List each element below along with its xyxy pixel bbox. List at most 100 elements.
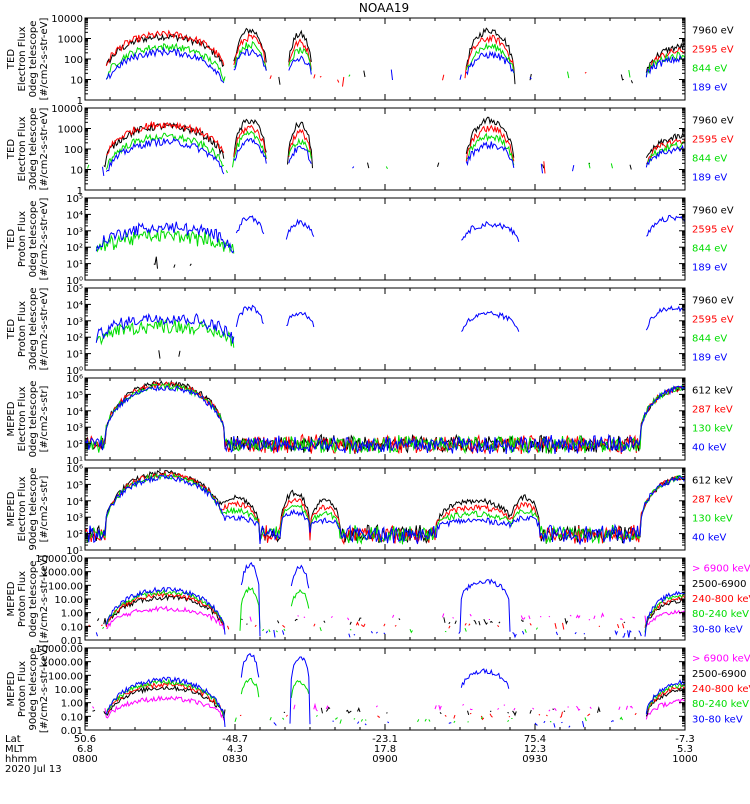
y-axis-label: [#/cm2-s-str-keV]	[39, 645, 50, 733]
series-meped-electron-0deg-3	[84, 384, 686, 455]
panel-ted-proton-30deg: 10⁰ 10¹ 10² 10³ 10⁴ 10⁵ TED Proton Flux 30deg te…	[6, 284, 734, 377]
panel-meped-electron-0deg: 10¹ 10² 10³ 10⁴ 10⁵ 10⁶ MEPED Electron Flux 0deg…	[6, 374, 733, 467]
y-tick-label: 10⁴	[66, 407, 83, 418]
panel-meped-electron-90deg: 10¹ 10² 10³ 10⁴ 10⁵ 10⁶ MEPED Electron Flux 90de…	[6, 464, 733, 557]
legend-entry: 189 eV	[692, 83, 727, 94]
y-axis-label: MEPED	[6, 401, 17, 436]
y-tick-label: 10¹	[66, 546, 83, 557]
legend-entry: 189 eV	[692, 353, 727, 364]
y-tick-label: 10⁶	[66, 374, 83, 385]
y-tick-label: 10²	[66, 530, 83, 541]
y-tick-label: 0.10	[61, 622, 83, 633]
y-tick-label: 10.00	[54, 595, 83, 606]
y-tick-label: 10	[70, 166, 83, 177]
legend-entry: 2595 eV	[692, 225, 734, 236]
y-axis-label: TED	[6, 49, 17, 70]
series-meped-proton-0deg-4	[95, 561, 686, 639]
panel-ted-electron-30deg: 1 10 100 1000 10000 TED Electron Flux 30deg tel…	[6, 104, 734, 197]
time-axis-hhmm: 1000	[672, 754, 697, 765]
panel-meped-proton-90deg: 0.01 0.10 1.00 10.00 100.00 1000.00 10000.00 ME…	[6, 644, 750, 737]
y-tick-label: 1.00	[61, 699, 83, 710]
y-axis-label: Electron Flux	[17, 386, 28, 451]
series-meped-proton-90deg-0	[92, 695, 686, 721]
y-axis-label: TED	[6, 229, 17, 250]
y-tick-label: 10⁵	[66, 194, 83, 205]
legend-entry: 2595 eV	[692, 45, 734, 56]
y-axis-label: 0deg telescope	[28, 21, 39, 98]
legend-entry: 287 keV	[692, 495, 733, 506]
y-tick-label: 10.00	[54, 685, 83, 696]
y-tick-label: 10³	[66, 227, 83, 238]
y-tick-label: 100	[64, 55, 83, 66]
y-tick-label: 10³	[66, 317, 83, 328]
legend-entry: 40 keV	[692, 443, 726, 454]
legend-entry: 7960 eV	[692, 206, 734, 217]
y-axis-label: Electron Flux	[17, 26, 28, 91]
time-axis-lat: -7.3	[675, 734, 695, 745]
time-axis-row-label: MLT	[5, 744, 25, 755]
series-meped-proton-90deg-4	[105, 652, 686, 728]
legend-entry: 240-800 keV	[692, 684, 750, 695]
y-tick-label: 10000	[51, 104, 83, 115]
legend-entry: > 6900 keV	[692, 654, 750, 665]
series-ted-electron-30deg-3	[102, 137, 686, 176]
legend-entry: 7960 eV	[692, 26, 734, 37]
series-meped-proton-0deg-0	[106, 605, 686, 630]
series-ted-electron-0deg-2	[106, 41, 686, 83]
time-axis-mlt: 4.3	[227, 744, 243, 755]
panel-frame	[84, 197, 686, 281]
y-tick-label: 1000	[58, 35, 83, 46]
legend-entry: 30-80 keV	[692, 624, 743, 635]
y-axis-label: Proton Flux	[17, 661, 28, 717]
series-ted-proton-0deg-0	[154, 257, 194, 269]
time-axis-date: 2020 Jul 13	[5, 764, 62, 775]
legend-entry: 80-240 keV	[692, 699, 749, 710]
y-tick-label: 0.01	[61, 726, 83, 737]
series-meped-proton-0deg-1	[97, 594, 686, 627]
y-tick-label: 10⁴	[66, 497, 83, 508]
panel-frame	[84, 17, 686, 101]
y-axis-label: MEPED	[6, 581, 17, 616]
panel-meped-proton-0deg: 0.01 0.10 1.00 10.00 100.00 1000.00 10000.00 ME…	[6, 554, 750, 647]
series-meped-electron-90deg-1	[84, 470, 686, 545]
time-axis-mlt: 6.8	[77, 744, 93, 755]
y-tick-label: 10⁵	[66, 480, 83, 491]
y-axis-label: Proton Flux	[17, 571, 28, 627]
y-tick-label: 10⁰	[66, 276, 83, 287]
y-axis-label: [#/cm2-s-str]	[39, 385, 50, 452]
y-axis-label: [#/cm2-s-str-eV]	[39, 198, 50, 281]
y-tick-label: 10²	[66, 243, 83, 254]
legend-entry: 612 keV	[692, 386, 733, 397]
y-tick-label: 10⁴	[66, 300, 83, 311]
legend-entry: 189 eV	[692, 173, 727, 184]
series-ted-electron-30deg-2	[87, 130, 686, 174]
y-tick-label: 100	[64, 145, 83, 156]
legend-entry: 844 eV	[692, 64, 727, 75]
y-tick-label: 10⁰	[66, 366, 83, 377]
series-ted-proton-30deg-3	[95, 304, 686, 344]
y-axis-label: [#/cm2-s-str-eV]	[39, 18, 50, 101]
time-axis-mlt: 5.3	[677, 744, 693, 755]
legend-entry: 130 keV	[692, 514, 733, 525]
y-tick-label: 10⁵	[66, 390, 83, 401]
y-axis-label: 0deg telescope	[28, 381, 39, 458]
y-tick-label: 10³	[66, 513, 83, 524]
y-tick-label: 1000.00	[42, 568, 83, 579]
y-axis-label: TED	[6, 319, 17, 340]
y-axis-label: MEPED	[6, 671, 17, 706]
series-ted-proton-30deg-0	[159, 346, 185, 358]
legend-entry: 844 eV	[692, 244, 727, 255]
y-tick-label: 100.00	[48, 581, 83, 592]
time-axis-hhmm: 0930	[522, 754, 547, 765]
y-axis-label: 30deg telescope	[28, 287, 39, 370]
y-axis-label: TED	[6, 139, 17, 160]
y-axis-label: 90deg telescope	[28, 647, 39, 730]
time-axis-lat: 50.6	[74, 734, 96, 745]
y-tick-label: 1	[77, 186, 83, 197]
y-tick-label: 1000.00	[42, 658, 83, 669]
legend-entry: 2595 eV	[692, 135, 734, 146]
y-axis-label: [#/cm2-s-str-keV]	[39, 555, 50, 643]
panel-ted-proton-0deg: 10⁰ 10¹ 10² 10³ 10⁴ 10⁵ TED Proton Flux 0deg tel…	[6, 194, 734, 287]
y-tick-label: 0.10	[61, 712, 83, 723]
